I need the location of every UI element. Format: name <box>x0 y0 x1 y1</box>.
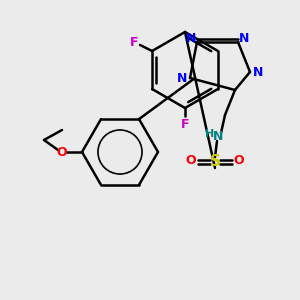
Text: F: F <box>130 37 138 50</box>
Text: N: N <box>213 130 223 143</box>
Text: O: O <box>57 146 67 158</box>
Text: N: N <box>186 32 196 44</box>
Text: N: N <box>253 65 263 79</box>
Text: N: N <box>177 71 187 85</box>
Text: H: H <box>206 129 214 139</box>
Text: F: F <box>181 118 189 130</box>
Text: N: N <box>239 32 249 44</box>
Text: O: O <box>234 154 244 166</box>
Text: O: O <box>186 154 196 166</box>
Text: S: S <box>209 154 220 169</box>
